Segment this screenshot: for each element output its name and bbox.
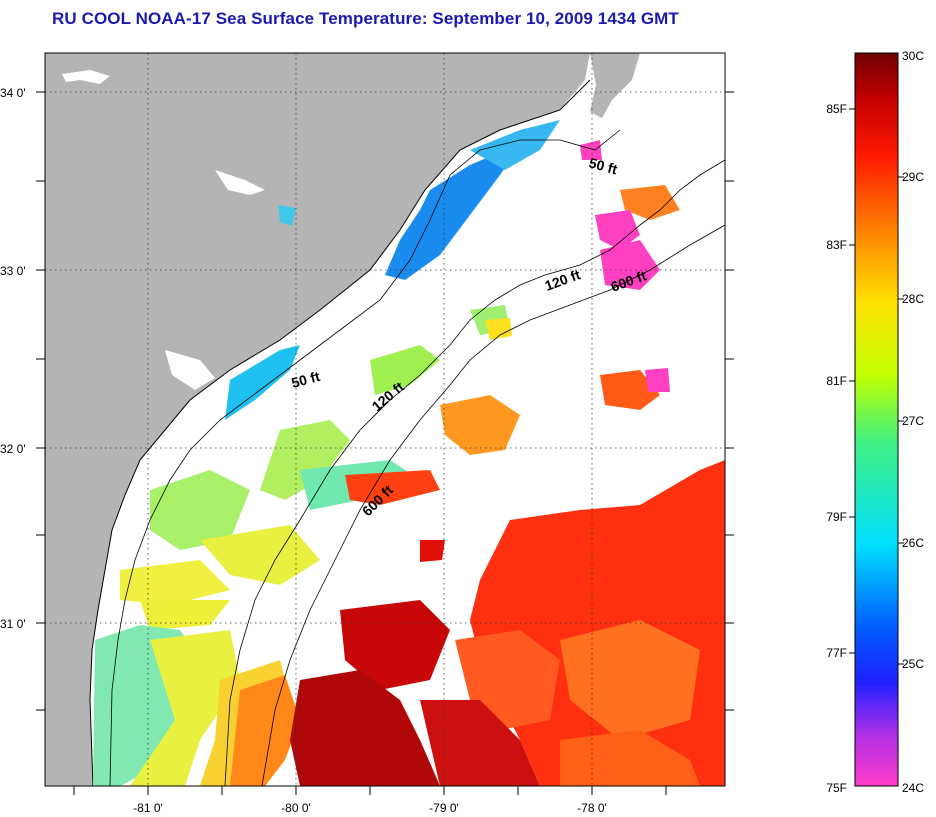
colorbar: 85F 83F 81F 79F 77F 75F 30C 29C 28C 27C … — [826, 49, 924, 795]
colorbar-label-85f: 85F — [826, 102, 847, 116]
lon-label-78: -78 0' — [577, 801, 607, 815]
lat-label-31: 31 0' — [0, 617, 26, 631]
colorbar-label-79f: 79F — [826, 510, 847, 524]
colorbar-label-29c: 29C — [902, 170, 924, 184]
map-frame — [44, 52, 726, 787]
contour-label-50ft-north: 50 ft — [587, 154, 619, 177]
map-area: 50 ft 50 ft 120 ft 120 ft 600 ft 600 ft — [0, 52, 734, 815]
contour-120ft — [224, 159, 725, 786]
lon-label-81: -81 0' — [133, 801, 163, 815]
colorbar-label-27c: 27C — [902, 414, 924, 428]
sst-data-layer: 50 ft 50 ft 120 ft 120 ft 600 ft 600 ft — [45, 53, 725, 786]
colorbar-label-81f: 81F — [826, 374, 847, 388]
lat-label-33: 33 0' — [0, 264, 26, 278]
land-cape — [590, 53, 640, 118]
coastline — [89, 79, 591, 786]
lat-label-32: 32 0' — [0, 442, 26, 456]
graticule — [45, 53, 725, 786]
contour-50ft — [109, 129, 621, 786]
colorbar-label-30c: 30C — [902, 49, 924, 63]
page-title: RU COOL NOAA-17 Sea Surface Temperature:… — [52, 9, 679, 28]
colorbar-gradient — [854, 52, 899, 787]
colorbar-label-83f: 83F — [826, 238, 847, 252]
colorbar-label-28c: 28C — [902, 292, 924, 306]
colorbar-label-24c: 24C — [902, 781, 924, 795]
colorbar-label-75f: 75F — [826, 781, 847, 795]
lat-label-34: 34 0' — [0, 86, 26, 100]
contour-label-50ft-south: 50 ft — [290, 368, 322, 391]
contour-600ft — [261, 224, 725, 786]
land-mass — [45, 53, 590, 786]
lon-label-79: -79 0' — [429, 801, 459, 815]
colorbar-label-26c: 26C — [902, 536, 924, 550]
colorbar-label-25c: 25C — [902, 657, 924, 671]
colorbar-label-77f: 77F — [826, 646, 847, 660]
lon-label-80: -80 0' — [281, 801, 311, 815]
map-ticks — [36, 91, 734, 795]
